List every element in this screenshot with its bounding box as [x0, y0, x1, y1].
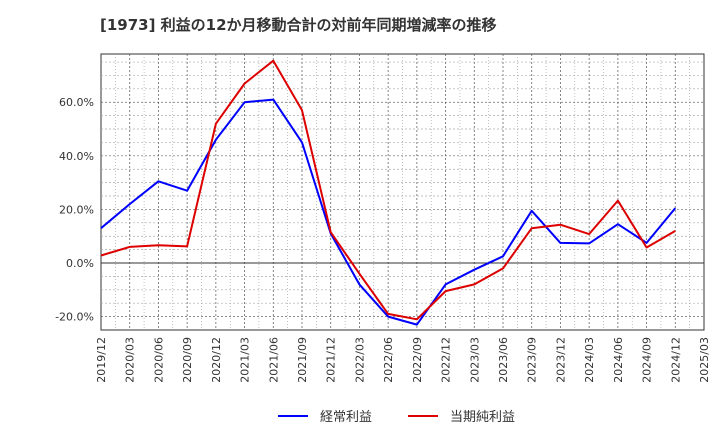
x-tick-label: 2023/09 [526, 337, 539, 383]
x-tick-label: 2022/09 [411, 337, 424, 383]
y-axis-ticks: 60.0% 40.0% 20.0% 0.0% -20.0% [55, 96, 94, 323]
x-tick-label: 2024/06 [612, 337, 625, 383]
y-tick-label: 60.0% [59, 96, 94, 109]
x-tick-label: 2021/06 [267, 337, 280, 383]
x-tick-label: 2020/09 [181, 337, 194, 383]
legend-label: 経常利益 [320, 410, 372, 425]
x-tick-label: 2019/12 [95, 337, 108, 383]
x-tick-label: 2024/09 [641, 337, 654, 383]
series-layer [100, 59, 677, 326]
x-tick-label: 2023/12 [554, 337, 567, 383]
x-tick-label: 2024/03 [583, 337, 596, 383]
y-tick-label: 40.0% [59, 150, 94, 163]
legend: 経常利益 当期純利益 [278, 410, 515, 425]
x-tick-label: 2024/12 [669, 337, 682, 383]
x-tick-label: 2021/03 [239, 337, 252, 383]
legend-label: 当期純利益 [450, 410, 515, 425]
chart-title: [1973] 利益の12か月移動合計の対前年同期増減率の推移 [100, 16, 497, 34]
x-tick-label: 2020/06 [152, 337, 165, 383]
y-tick-label: 20.0% [59, 203, 94, 216]
x-tick-label: 2020/12 [210, 337, 223, 383]
x-tick-label: 2022/12 [440, 337, 453, 383]
x-tick-label: 2023/03 [468, 337, 481, 383]
x-tick-label: 2023/06 [497, 337, 510, 383]
x-tick-label: 2025/03 [698, 337, 711, 383]
x-tick-label: 2022/06 [382, 337, 395, 383]
x-axis-ticks: 2019/12 2020/03 2020/06 2020/09 2020/12 2021/… [95, 337, 711, 383]
x-tick-label: 2020/03 [124, 337, 137, 383]
series-line [100, 98, 677, 326]
x-tick-label: 2022/03 [353, 337, 366, 383]
y-tick-label: 0.0% [66, 257, 94, 270]
y-tick-label: -20.0% [55, 311, 94, 324]
series-line [100, 59, 676, 321]
x-tick-label: 2021/09 [296, 337, 309, 383]
x-tick-label: 2021/12 [325, 337, 338, 383]
